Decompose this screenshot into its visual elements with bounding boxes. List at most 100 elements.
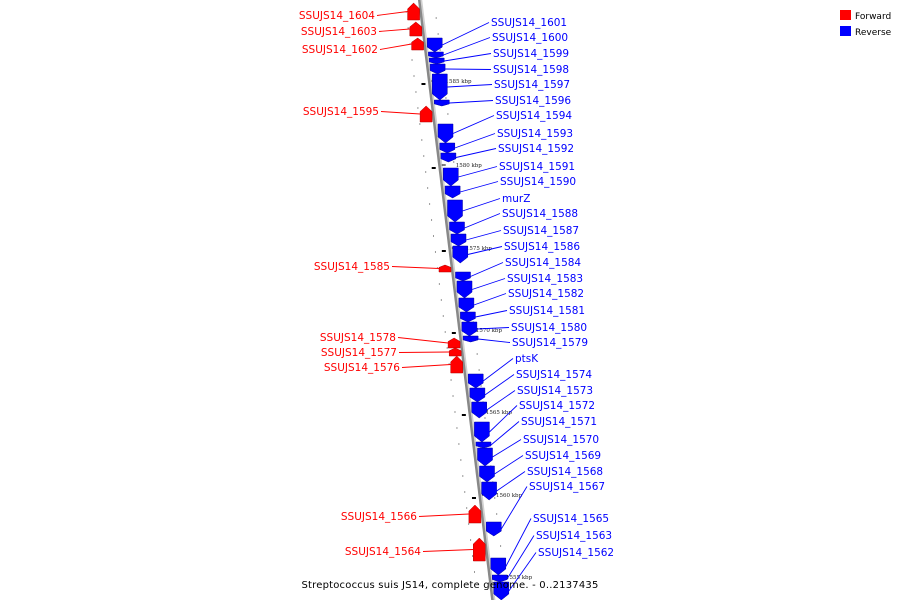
label-leader	[484, 374, 515, 396]
gene-label-SSUJS14_1591[interactable]: SSUJS14_1591	[499, 161, 575, 173]
gene-SSUJS14_1603[interactable]	[409, 21, 423, 37]
gene-label-SSUJS14_1600[interactable]: SSUJS14_1600	[492, 32, 568, 44]
gene-label-SSUJS14_1596[interactable]: SSUJS14_1596	[495, 95, 571, 107]
gene-label-SSUJS14_1562[interactable]: SSUJS14_1562	[538, 547, 614, 559]
gene-label-SSUJS14_1586[interactable]: SSUJS14_1586	[504, 241, 580, 253]
gene-SSUJS14_1568[interactable]	[481, 481, 497, 501]
gene-ptsK[interactable]	[467, 373, 484, 389]
label-leader	[458, 166, 498, 178]
gene-SSUJS14_1566[interactable]	[468, 504, 482, 524]
gene-features	[407, 2, 510, 600]
gene-label-SSUJS14_1587[interactable]: SSUJS14_1587	[503, 225, 579, 237]
gene-SSUJS14_1592[interactable]	[440, 152, 457, 163]
gene-SSUJS14_1586[interactable]	[452, 245, 469, 264]
gene-SSUJS14_1590[interactable]	[444, 185, 461, 199]
gene-label-SSUJS14_1577[interactable]: SSUJS14_1577	[321, 347, 397, 359]
gene-SSUJS14_1583[interactable]	[456, 280, 473, 299]
label-leader	[494, 455, 524, 475]
gene-murZ[interactable]	[447, 199, 463, 223]
gene-SSUJS14_1582[interactable]	[458, 297, 475, 313]
scale-label: 1575 kbp	[466, 246, 493, 252]
gene-label-SSUJS14_1572[interactable]: SSUJS14_1572	[519, 400, 595, 412]
gene-SSUJS14_1588[interactable]	[449, 221, 465, 235]
gene-label-SSUJS14_1603[interactable]: SSUJS14_1603	[301, 26, 377, 38]
gene-SSUJS14_1563[interactable]	[492, 574, 508, 583]
gene-label-SSUJS14_1593[interactable]: SSUJS14_1593	[497, 128, 573, 140]
gene-label-SSUJS14_1571[interactable]: SSUJS14_1571	[521, 416, 597, 428]
gene-SSUJS14_1569[interactable]	[479, 465, 495, 483]
gene-SSUJS14_1578[interactable]	[447, 337, 461, 349]
gene-SSUJS14_1595[interactable]	[419, 105, 433, 123]
gene-SSUJS14_1562[interactable]	[493, 581, 510, 600]
gene-SSUJS14_1587[interactable]	[450, 233, 467, 247]
scale-label: 1585 kbp	[445, 79, 472, 85]
gene-SSUJS14_1571[interactable]	[475, 441, 492, 449]
gene-SSUJS14_1585[interactable]	[438, 264, 452, 273]
gene-SSUJS14_1564[interactable]	[473, 537, 486, 562]
gene-SSUJS14_1579[interactable]	[462, 335, 479, 343]
gene-SSUJS14_1600[interactable]	[428, 51, 444, 59]
gene-label-SSUJS14_1566[interactable]: SSUJS14_1566	[341, 511, 417, 523]
gene-label-SSUJS14_1594[interactable]: SSUJS14_1594	[496, 110, 572, 122]
gene-SSUJS14_1591[interactable]	[443, 167, 459, 187]
gene-SSUJS14_1596[interactable]	[434, 99, 450, 107]
gene-label-SSUJS14_1582[interactable]: SSUJS14_1582	[508, 288, 584, 300]
gene-label-SSUJS14_1592[interactable]: SSUJS14_1592	[498, 143, 574, 155]
gene-label-SSUJS14_1569[interactable]: SSUJS14_1569	[525, 450, 601, 462]
gene-SSUJS14_1584[interactable]	[455, 271, 471, 282]
gene-label-SSUJS14_1565[interactable]: SSUJS14_1565	[533, 513, 609, 525]
gene-SSUJS14_1576[interactable]	[450, 355, 463, 374]
gene-label-SSUJS14_1602[interactable]: SSUJS14_1602	[302, 44, 378, 56]
gene-SSUJS14_1574[interactable]	[469, 387, 486, 403]
gene-SSUJS14_1599[interactable]	[428, 57, 445, 65]
gene-label-SSUJS14_1564[interactable]: SSUJS14_1564	[345, 546, 421, 558]
gene-SSUJS14_1580[interactable]	[461, 321, 478, 337]
genome-backbone	[417, 0, 496, 600]
gene-label-SSUJS14_1568[interactable]: SSUJS14_1568	[527, 466, 603, 478]
gene-label-SSUJS14_1601[interactable]: SSUJS14_1601	[491, 17, 567, 29]
backbone-line	[417, 0, 494, 600]
gene-label-murZ[interactable]: murZ	[502, 193, 530, 205]
gene-label-SSUJS14_1597[interactable]: SSUJS14_1597	[494, 79, 570, 91]
gene-SSUJS14_1573[interactable]	[471, 401, 487, 419]
gene-SSUJS14_1577[interactable]	[448, 347, 462, 357]
legend-reverse-swatch	[840, 26, 851, 36]
gene-label-SSUJS14_1573[interactable]: SSUJS14_1573	[517, 385, 593, 397]
label-leader	[496, 471, 526, 492]
gene-label-SSUJS14_1599[interactable]: SSUJS14_1599	[493, 48, 569, 60]
gene-label-SSUJS14_1578[interactable]: SSUJS14_1578	[320, 332, 396, 344]
gene-SSUJS14_1604[interactable]	[407, 2, 420, 21]
gene-label-SSUJS14_1583[interactable]: SSUJS14_1583	[507, 273, 583, 285]
gene-label-SSUJS14_1584[interactable]: SSUJS14_1584	[505, 257, 581, 269]
gene-label-SSUJS14_1604[interactable]: SSUJS14_1604	[299, 10, 375, 22]
gene-label-SSUJS14_1598[interactable]: SSUJS14_1598	[493, 64, 569, 76]
gene-label-SSUJS14_1581[interactable]: SSUJS14_1581	[509, 305, 585, 317]
scale-label: 1570 kbp	[476, 328, 503, 334]
gene-label-SSUJS14_1590[interactable]: SSUJS14_1590	[500, 176, 576, 188]
gene-label-SSUJS14_1567[interactable]: SSUJS14_1567	[529, 481, 605, 493]
gene-SSUJS14_1597[interactable]	[432, 73, 448, 101]
gene-SSUJS14_1567[interactable]	[486, 521, 502, 537]
gene-SSUJS14_1581[interactable]	[460, 311, 476, 323]
gene-SSUJS14_1601[interactable]	[426, 37, 443, 53]
gene-SSUJS14_1602[interactable]	[411, 37, 424, 51]
gene-label-ptsK[interactable]: ptsK	[515, 353, 539, 365]
gene-label-SSUJS14_1579[interactable]: SSUJS14_1579	[512, 337, 588, 349]
gene-SSUJS14_1594[interactable]	[437, 123, 454, 144]
gene-label-SSUJS14_1563[interactable]: SSUJS14_1563	[536, 530, 612, 542]
gene-label-SSUJS14_1588[interactable]: SSUJS14_1588	[502, 208, 578, 220]
label-leader	[486, 390, 516, 411]
gene-SSUJS14_1572[interactable]	[474, 421, 490, 443]
gene-label-SSUJS14_1580[interactable]: SSUJS14_1580	[511, 322, 587, 334]
label-leader	[464, 213, 501, 229]
gene-label-SSUJS14_1574[interactable]: SSUJS14_1574	[516, 369, 592, 381]
gene-SSUJS14_1570[interactable]	[477, 447, 493, 467]
gene-label-SSUJS14_1595[interactable]: SSUJS14_1595	[303, 106, 379, 118]
label-leader	[418, 513, 469, 517]
gene-label-SSUJS14_1585[interactable]: SSUJS14_1585	[314, 261, 390, 273]
gene-label-SSUJS14_1576[interactable]: SSUJS14_1576	[324, 362, 400, 374]
gene-SSUJS14_1593[interactable]	[439, 142, 456, 154]
gene-SSUJS14_1598[interactable]	[429, 63, 446, 75]
gene-label-SSUJS14_1570[interactable]: SSUJS14_1570	[523, 434, 599, 446]
gene-SSUJS14_1565[interactable]	[490, 557, 507, 576]
